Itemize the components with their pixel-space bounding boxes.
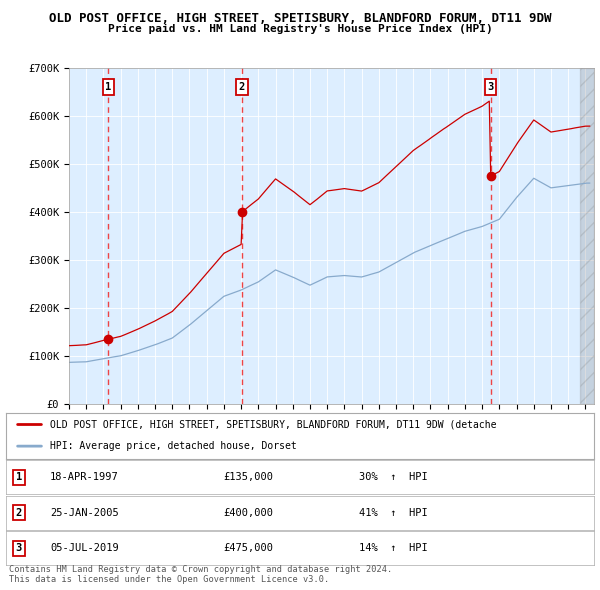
Text: 3: 3 — [16, 543, 22, 553]
Text: 1: 1 — [105, 82, 112, 92]
Text: HPI: Average price, detached house, Dorset: HPI: Average price, detached house, Dors… — [50, 441, 297, 451]
Text: £400,000: £400,000 — [224, 508, 274, 517]
Text: £475,000: £475,000 — [224, 543, 274, 553]
Text: 3: 3 — [488, 82, 494, 92]
Text: 05-JUL-2019: 05-JUL-2019 — [50, 543, 119, 553]
Bar — [580, 68, 594, 404]
Text: 41%  ↑  HPI: 41% ↑ HPI — [359, 508, 428, 517]
Text: OLD POST OFFICE, HIGH STREET, SPETISBURY, BLANDFORD FORUM, DT11 9DW (detache: OLD POST OFFICE, HIGH STREET, SPETISBURY… — [50, 419, 497, 430]
Text: This data is licensed under the Open Government Licence v3.0.: This data is licensed under the Open Gov… — [9, 575, 329, 584]
Text: 2: 2 — [16, 508, 22, 517]
Text: 14%  ↑  HPI: 14% ↑ HPI — [359, 543, 428, 553]
Text: 1: 1 — [16, 473, 22, 482]
Text: Price paid vs. HM Land Registry's House Price Index (HPI): Price paid vs. HM Land Registry's House … — [107, 24, 493, 34]
Text: 2: 2 — [239, 82, 245, 92]
Text: OLD POST OFFICE, HIGH STREET, SPETISBURY, BLANDFORD FORUM, DT11 9DW: OLD POST OFFICE, HIGH STREET, SPETISBURY… — [49, 12, 551, 25]
Text: £135,000: £135,000 — [224, 473, 274, 482]
Text: 25-JAN-2005: 25-JAN-2005 — [50, 508, 119, 517]
Text: 30%  ↑  HPI: 30% ↑ HPI — [359, 473, 428, 482]
Text: Contains HM Land Registry data © Crown copyright and database right 2024.: Contains HM Land Registry data © Crown c… — [9, 565, 392, 574]
Text: 18-APR-1997: 18-APR-1997 — [50, 473, 119, 482]
